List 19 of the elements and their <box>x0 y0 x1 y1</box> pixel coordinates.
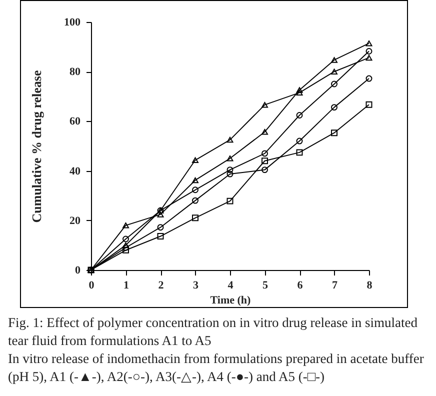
x-axis-title: Time (h) <box>210 294 252 306</box>
x-tick-label: 5 <box>262 280 268 292</box>
x-tick-label: 8 <box>366 280 373 292</box>
y-tick-label: 100 <box>64 16 81 28</box>
x-tick-label: 1 <box>124 280 129 292</box>
x-tick-label: 4 <box>228 280 234 292</box>
x-tick-label: 3 <box>193 280 199 292</box>
y-tick-label: 0 <box>75 264 81 276</box>
y-tick-label: 40 <box>70 165 81 178</box>
y-axis-title: Cumulative % drug release <box>29 70 44 223</box>
x-tick-label: 7 <box>332 280 338 292</box>
x-tick-label: 0 <box>88 280 95 292</box>
x-tick-label: 6 <box>297 280 304 292</box>
y-tick-label: 80 <box>70 66 81 78</box>
text: Fig. 1: Effect of polymer concentration on in vitro drug release in simulated tear fluid from formulations A1 to A5 <box>8 314 419 350</box>
x-tick-label: 2 <box>158 280 164 292</box>
text: In vitro release of indomethacin from formulations prepared in acetate buffer (pH 5), A1 (-▲-), A2(-○-), A3(-△-), A4 (-●-) and A5 (-□-) <box>8 350 425 386</box>
y-tick-label: 60 <box>70 116 81 128</box>
y-tick-label: 20 <box>70 214 81 227</box>
